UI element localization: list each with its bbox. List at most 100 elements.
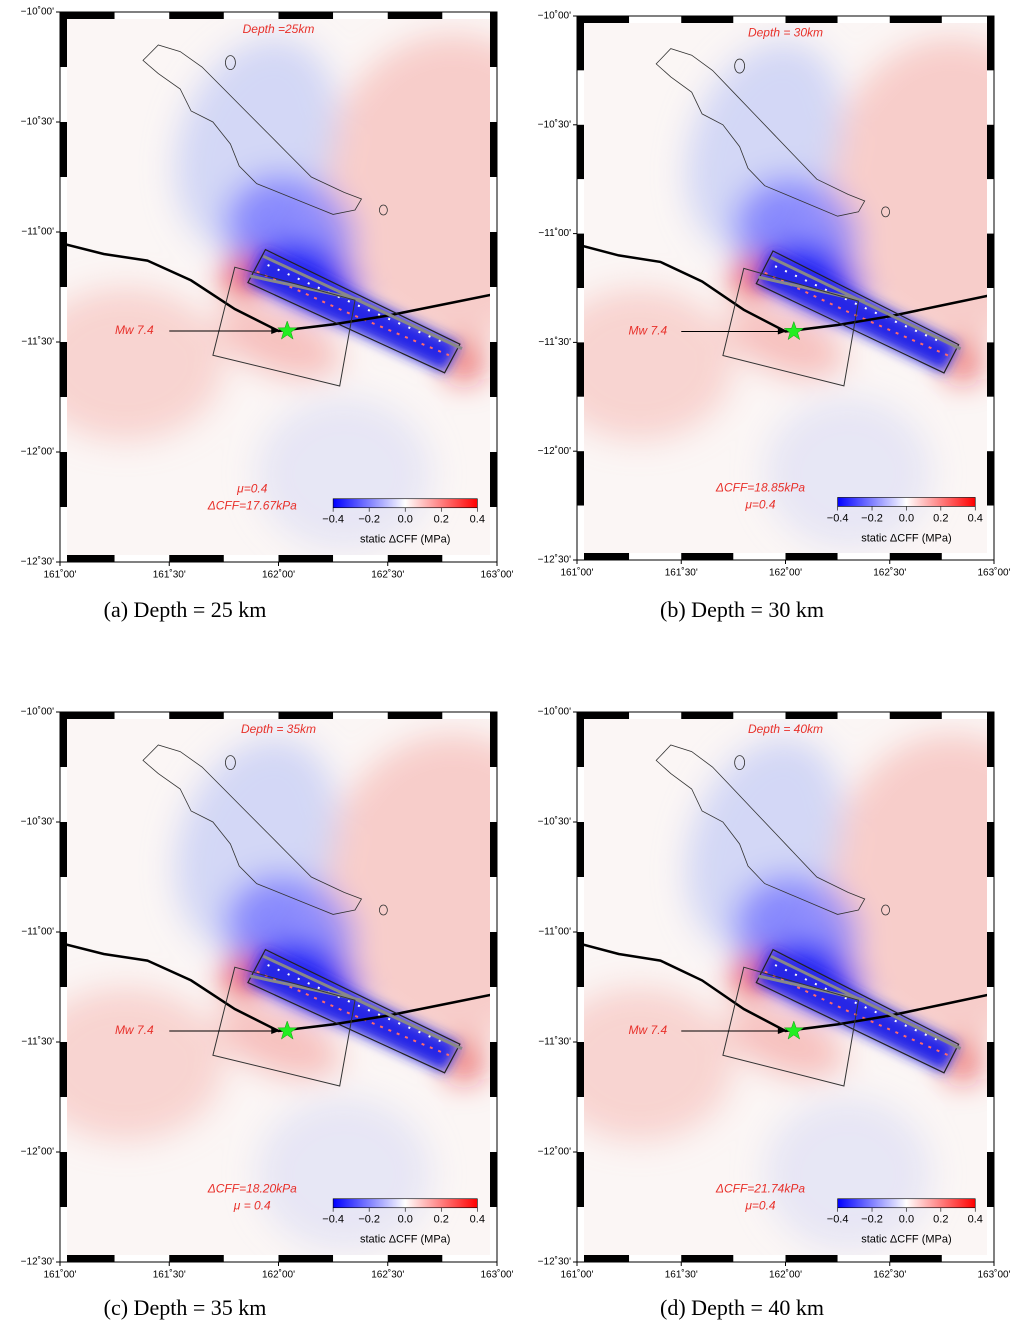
colorbar-tick-label: −0.4: [322, 514, 344, 526]
map-panel: Mw 7.4 Depth = 35km ΔCFF=18.20kPa μ = 0.4 −0…: [21, 706, 514, 1281]
frame-bar: [577, 822, 584, 877]
frame-bar: [490, 1152, 497, 1207]
x-tick-label: 161˚30': [665, 1269, 698, 1281]
stress-lobe: [733, 956, 771, 996]
frame-bar: [60, 712, 115, 719]
arrow-head: [271, 328, 280, 334]
slip-speckle: [256, 270, 450, 357]
frame-bar: [987, 70, 994, 125]
frame-bar: [114, 1255, 170, 1262]
frame-bar: [333, 712, 388, 719]
frame-bar: [941, 1255, 994, 1262]
annotation: ΔCFF=21.74kPa: [715, 1182, 805, 1196]
frame-bar: [60, 177, 67, 232]
stress-lobe: [60, 287, 224, 441]
frame-bar: [681, 16, 734, 23]
y-tick-label: −10˚00': [21, 6, 54, 18]
frame-bar: [490, 1097, 497, 1152]
y-tick-label: −11˚00': [21, 226, 54, 238]
x-tick-label: 162˚00': [769, 567, 802, 579]
frame-bar: [490, 987, 497, 1042]
y-tick-label: −10˚30': [21, 116, 54, 128]
frame-bar: [114, 12, 170, 19]
frame-bar: [490, 342, 497, 397]
island-outline: [142, 744, 363, 915]
frame-bar: [490, 1207, 497, 1262]
stress-lobe: [764, 396, 932, 550]
colorbar-label: static ΔCFF (MPa): [861, 532, 951, 544]
colorbar-label: static ΔCFF (MPa): [861, 1234, 951, 1246]
frame-bar: [837, 712, 890, 719]
arrow-head: [777, 328, 786, 335]
frame-bar: [169, 1255, 224, 1262]
frame-bar: [681, 553, 734, 560]
x-tick-label: 162˚00': [769, 1269, 802, 1281]
frame-bar: [490, 507, 497, 562]
frame-bar: [114, 712, 170, 719]
frame-bar: [733, 553, 786, 560]
frame-bar: [490, 397, 497, 452]
frame-bar: [223, 555, 279, 562]
fault-top: [249, 974, 362, 1002]
island-outline: [142, 44, 363, 215]
y-tick-label: −12˚00': [538, 1146, 571, 1158]
frame-bar: [60, 122, 67, 177]
y-tick-label: −11˚30': [21, 1036, 54, 1048]
annotation: ΔCFF=17.67kPa: [207, 499, 297, 513]
panel-caption: (b) Depth = 30 km: [660, 597, 824, 622]
stress-lobe: [827, 37, 994, 343]
frame-bar: [987, 124, 994, 180]
event-label: Mw 7.4: [629, 324, 668, 338]
colorbar: [332, 498, 478, 509]
frame-bar: [60, 822, 67, 877]
islet: [734, 755, 746, 770]
x-tick-label: 162˚30': [371, 569, 404, 581]
frame-bar: [60, 987, 67, 1042]
trench: [577, 243, 994, 333]
y-tick-label: −10˚00': [538, 706, 571, 718]
frame-bar: [889, 553, 942, 560]
frame-bar: [577, 396, 584, 452]
frame-bar: [60, 1042, 67, 1097]
y-tick-label: −10˚00': [538, 10, 571, 22]
colorbar: [332, 1198, 478, 1209]
fault-top: [770, 256, 962, 351]
frame-bar: [60, 67, 67, 122]
colorbar-tick-label: −0.4: [322, 1214, 344, 1226]
frame-bar: [941, 712, 994, 719]
colorbar-tick-label: −0.2: [358, 514, 380, 526]
frame-bar: [442, 712, 497, 719]
frame-bar: [837, 16, 890, 23]
frame-bar: [490, 232, 497, 287]
map-panel: Mw 7.4 Depth = 30km ΔCFF=18.85kPa μ=0.4 −0.4…: [538, 10, 1011, 579]
frame-bar: [387, 1255, 443, 1262]
frame-bar: [733, 712, 786, 719]
frame-bar: [681, 1255, 734, 1262]
frame-bar: [278, 555, 334, 562]
slip-zone: [247, 949, 460, 1073]
colorbar-tick-label: 0.0: [398, 1214, 413, 1226]
map-panel: Mw 7.4 Depth = 40km ΔCFF=21.74kPa μ=0.4 −0.4…: [538, 706, 1011, 1281]
x-tick-label: 163˚00': [480, 1269, 513, 1281]
colorbar-tick-label: −0.4: [827, 512, 849, 524]
slip-zone: [247, 249, 460, 373]
stress-lobe: [322, 34, 497, 342]
slip-speckle: [764, 271, 949, 357]
frame-bar: [490, 767, 497, 822]
frame-bar: [785, 1255, 838, 1262]
colorbar-tick-label: 0.0: [899, 1214, 914, 1226]
stress-lobe: [577, 288, 734, 441]
slip-speckle: [256, 970, 450, 1057]
frame-bar: [577, 1207, 584, 1262]
y-tick-label: −12˚30': [21, 1256, 54, 1268]
stress-lobe: [827, 734, 994, 1042]
frame-bar: [60, 507, 67, 562]
stress-lobe: [216, 1005, 341, 1079]
frame-bar: [60, 12, 67, 67]
islet: [734, 58, 746, 74]
slip-zone: [756, 251, 959, 373]
frame-bar: [60, 452, 67, 507]
colorbar: [837, 1198, 976, 1209]
slip-speckle: [764, 970, 949, 1057]
frame-bar: [577, 932, 584, 987]
